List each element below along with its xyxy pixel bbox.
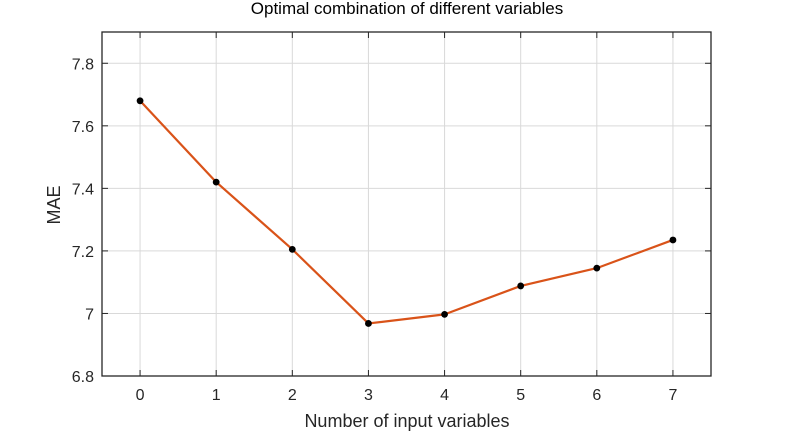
plot-area-frame: [101, 31, 712, 377]
x-tick-label: 5: [516, 387, 525, 404]
x-tick-label: 6: [592, 387, 601, 404]
y-tick-label: 7.2: [72, 244, 94, 261]
data-point-marker: [136, 97, 144, 105]
data-point-marker: [288, 245, 296, 253]
data-point-marker: [669, 236, 677, 244]
y-tick-label: 6.8: [72, 369, 94, 386]
x-tick-label: 2: [288, 387, 297, 404]
x-tick-label: 4: [440, 387, 449, 404]
series-line: [139, 100, 674, 325]
y-tick-label: 7.6: [72, 119, 94, 136]
data-point-marker: [517, 282, 525, 290]
data-point-marker: [441, 310, 448, 318]
x-tick-label: 0: [136, 387, 145, 404]
data-point-marker: [365, 320, 372, 327]
x-axis-label: Number of input variables: [304, 411, 509, 431]
series-group: [136, 97, 677, 327]
grid: [102, 32, 711, 377]
x-tick-label: 1: [212, 387, 221, 404]
data-point-marker: [212, 178, 220, 186]
x-tick-label: 3: [364, 387, 373, 404]
x-tick-label: 7: [668, 387, 677, 404]
data-point-marker: [593, 264, 601, 272]
chart-title: Optimal combination of different variabl…: [251, 0, 563, 18]
y-tick-label: 7.4: [72, 181, 94, 198]
y-tick-label: 7: [85, 306, 94, 323]
y-axis-label: MAE: [44, 185, 64, 224]
axis-ticks: 0 1 2 3 4 5 6 7 6.8 7 7.2 7.4 7.6 7.8: [72, 32, 711, 404]
y-tick-label: 7.8: [72, 56, 94, 73]
